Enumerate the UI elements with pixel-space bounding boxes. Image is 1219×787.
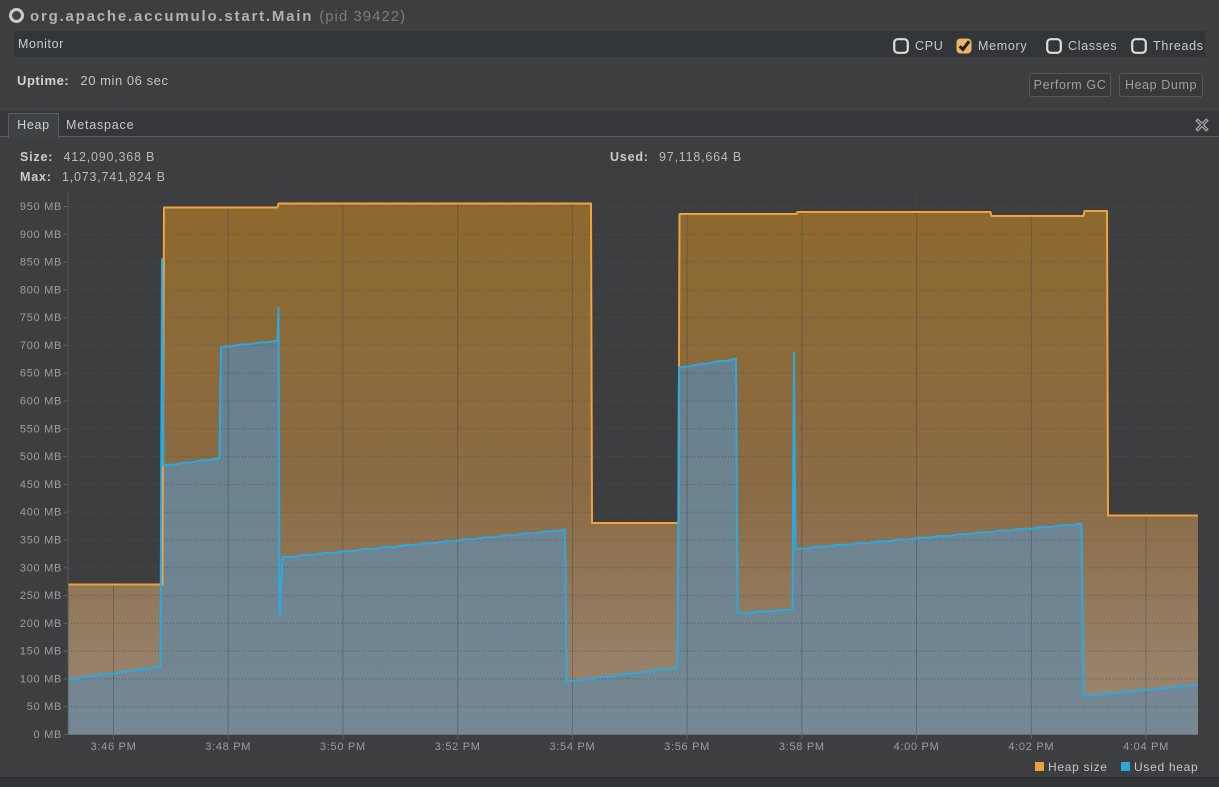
svg-text:3:50 PM: 3:50 PM: [320, 741, 366, 753]
svg-text:3:46 PM: 3:46 PM: [91, 741, 137, 753]
svg-text:550 MB: 550 MB: [20, 423, 62, 435]
svg-text:700 MB: 700 MB: [20, 340, 62, 352]
svg-text:4:02 PM: 4:02 PM: [1008, 741, 1054, 753]
svg-text:100 MB: 100 MB: [20, 673, 62, 685]
svg-text:850 MB: 850 MB: [20, 257, 62, 269]
svg-text:650 MB: 650 MB: [20, 368, 62, 380]
svg-text:0 MB: 0 MB: [34, 729, 62, 741]
svg-text:800 MB: 800 MB: [20, 284, 62, 296]
svg-text:300 MB: 300 MB: [20, 562, 62, 574]
svg-text:350 MB: 350 MB: [20, 535, 62, 547]
svg-text:600 MB: 600 MB: [20, 396, 62, 408]
svg-text:4:00 PM: 4:00 PM: [894, 741, 940, 753]
svg-text:3:48 PM: 3:48 PM: [205, 741, 251, 753]
svg-text:900 MB: 900 MB: [20, 229, 62, 241]
svg-text:400 MB: 400 MB: [20, 507, 62, 519]
svg-text:450 MB: 450 MB: [20, 479, 62, 491]
svg-text:4:04 PM: 4:04 PM: [1123, 741, 1169, 753]
svg-text:950 MB: 950 MB: [20, 201, 62, 213]
svg-text:3:56 PM: 3:56 PM: [664, 741, 710, 753]
svg-text:150 MB: 150 MB: [20, 646, 62, 658]
svg-text:250 MB: 250 MB: [20, 590, 62, 602]
svg-text:50 MB: 50 MB: [27, 701, 62, 713]
svg-text:200 MB: 200 MB: [20, 618, 62, 630]
svg-text:3:52 PM: 3:52 PM: [435, 741, 481, 753]
svg-text:3:54 PM: 3:54 PM: [549, 741, 595, 753]
svg-text:Heap size: Heap size: [1048, 760, 1108, 774]
svg-text:3:58 PM: 3:58 PM: [779, 741, 825, 753]
svg-text:750 MB: 750 MB: [20, 312, 62, 324]
svg-text:Used heap: Used heap: [1134, 760, 1198, 774]
svg-text:500 MB: 500 MB: [20, 451, 62, 463]
